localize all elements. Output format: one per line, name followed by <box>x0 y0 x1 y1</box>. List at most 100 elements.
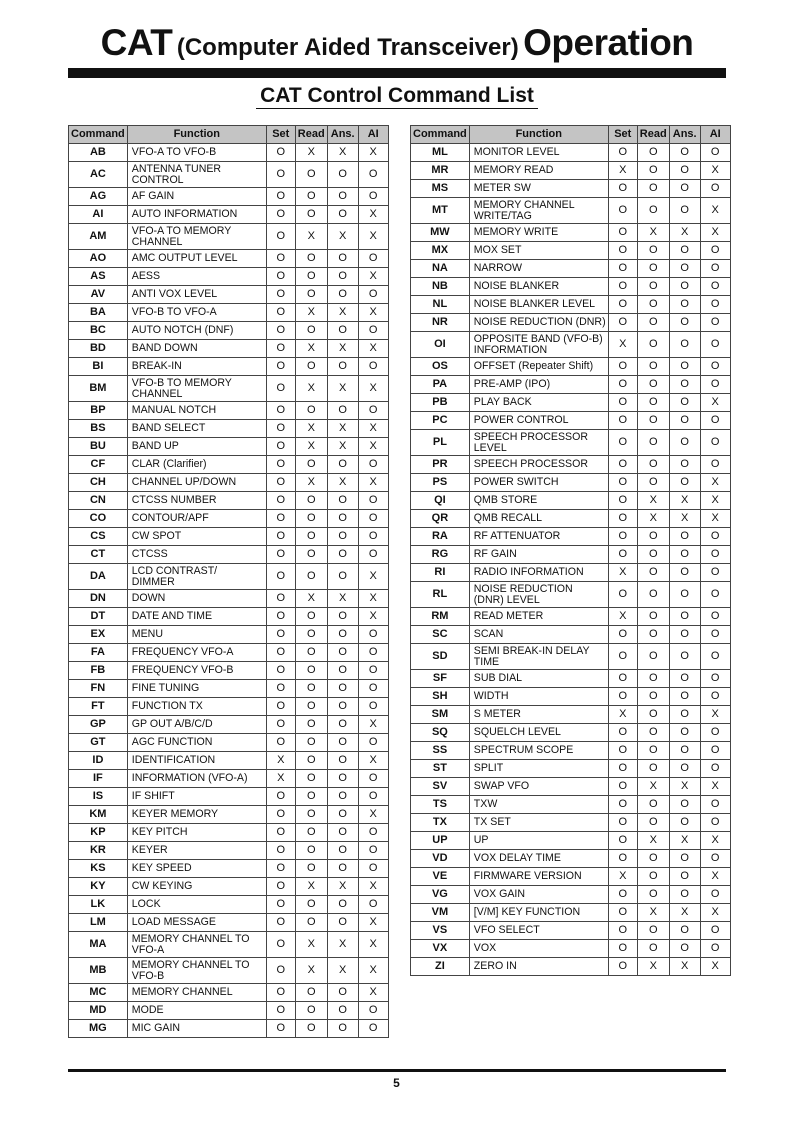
command-code: EX <box>68 625 128 644</box>
ai-flag: X <box>357 805 389 824</box>
function-name: SUB DIAL <box>468 669 609 688</box>
table-row: BA VFO-B TO VFO-A O X X X <box>68 303 389 322</box>
ai-flag: O <box>699 331 731 358</box>
set-flag: O <box>607 295 638 314</box>
set-flag: O <box>265 823 296 842</box>
ai-flag: O <box>357 249 389 268</box>
answer-flag: O <box>326 841 359 860</box>
answer-flag: X <box>326 473 359 492</box>
table-row: VX VOX O O O O <box>410 939 731 958</box>
read-flag: O <box>294 187 328 206</box>
read-flag: X <box>294 419 328 438</box>
ai-flag: O <box>357 187 389 206</box>
function-name: CHANNEL UP/DOWN <box>126 473 267 492</box>
set-flag: O <box>607 259 638 278</box>
ai-flag: X <box>357 205 389 224</box>
table-row: CO CONTOUR/APF O O O O <box>68 509 389 528</box>
set-flag: O <box>607 455 638 474</box>
set-flag: O <box>265 957 296 984</box>
ai-flag: O <box>699 563 731 582</box>
answer-flag: O <box>668 849 701 868</box>
ai-flag: X <box>357 913 389 932</box>
table-row: AB VFO-A TO VFO-B O X X X <box>68 143 389 162</box>
command-code: VX <box>410 939 470 958</box>
read-flag: O <box>636 563 670 582</box>
table-row: MB MEMORY CHANNEL TO VFO-B O X X X <box>68 957 389 984</box>
command-code: SF <box>410 669 470 688</box>
ai-flag: O <box>357 787 389 806</box>
set-flag: O <box>265 509 296 528</box>
answer-flag: X <box>326 339 359 358</box>
function-name: CTCSS NUMBER <box>126 491 267 510</box>
read-flag: O <box>294 715 328 734</box>
ai-flag: O <box>357 643 389 662</box>
answer-flag: O <box>326 859 359 878</box>
read-flag: O <box>294 625 328 644</box>
answer-flag: O <box>326 1019 359 1038</box>
command-code: FT <box>68 697 128 716</box>
read-flag: O <box>294 787 328 806</box>
table-row: PR SPEECH PROCESSOR O O O O <box>410 455 731 474</box>
function-name: POWER SWITCH <box>468 473 609 492</box>
command-code: QI <box>410 491 470 510</box>
answer-flag: O <box>326 697 359 716</box>
table-row: SH WIDTH O O O O <box>410 687 731 706</box>
read-flag: O <box>294 697 328 716</box>
command-code: NR <box>410 313 470 332</box>
answer-flag: O <box>668 455 701 474</box>
command-code: VD <box>410 849 470 868</box>
command-code: AG <box>68 187 128 206</box>
read-flag: O <box>636 867 670 886</box>
ai-flag: O <box>357 321 389 340</box>
section-title-underline <box>256 108 538 109</box>
function-name: IDENTIFICATION <box>126 751 267 770</box>
function-name: VFO-B TO VFO-A <box>126 303 267 322</box>
answer-flag: O <box>668 581 701 608</box>
set-flag: X <box>607 607 638 626</box>
read-flag: O <box>636 643 670 670</box>
set-flag: O <box>607 411 638 430</box>
ai-flag: X <box>357 607 389 626</box>
ai-flag: X <box>357 303 389 322</box>
function-name: UP <box>468 831 609 850</box>
ai-flag: O <box>357 769 389 788</box>
read-flag: O <box>636 723 670 742</box>
function-name: IF SHIFT <box>126 787 267 806</box>
ai-flag: O <box>699 723 731 742</box>
answer-flag: O <box>326 983 359 1002</box>
table-row: UP UP O X X X <box>410 831 731 850</box>
answer-flag: O <box>668 607 701 626</box>
answer-flag: X <box>326 303 359 322</box>
ai-flag: O <box>357 697 389 716</box>
set-flag: O <box>265 375 296 402</box>
function-name: AUTO INFORMATION <box>126 205 267 224</box>
table-row: BP MANUAL NOTCH O O O O <box>68 401 389 420</box>
table-row: OS OFFSET (Repeater Shift) O O O O <box>410 357 731 376</box>
command-code: IF <box>68 769 128 788</box>
set-flag: O <box>265 805 296 824</box>
set-flag: O <box>607 741 638 760</box>
read-flag: O <box>636 545 670 564</box>
command-table-right: Command Function Set Read Ans. AI ML MONITOR LE… <box>410 125 731 976</box>
set-flag: O <box>265 187 296 206</box>
answer-flag: O <box>668 563 701 582</box>
function-name: QMB RECALL <box>468 509 609 528</box>
table-row: NA NARROW O O O O <box>410 259 731 278</box>
answer-flag: O <box>326 321 359 340</box>
table-row: FT FUNCTION TX O O O O <box>68 697 389 716</box>
command-code: PA <box>410 375 470 394</box>
read-flag: X <box>294 437 328 456</box>
function-name: BAND DOWN <box>126 339 267 358</box>
ai-flag: X <box>357 339 389 358</box>
command-code: VE <box>410 867 470 886</box>
table-row: ML MONITOR LEVEL O O O O <box>410 143 731 162</box>
set-flag: X <box>607 331 638 358</box>
table-row: VG VOX GAIN O O O O <box>410 885 731 904</box>
answer-flag: O <box>668 921 701 940</box>
command-code: MR <box>410 161 470 180</box>
set-flag: O <box>265 437 296 456</box>
answer-flag: X <box>326 877 359 896</box>
ai-flag: O <box>357 509 389 528</box>
read-flag: O <box>294 733 328 752</box>
set-flag: O <box>607 527 638 546</box>
